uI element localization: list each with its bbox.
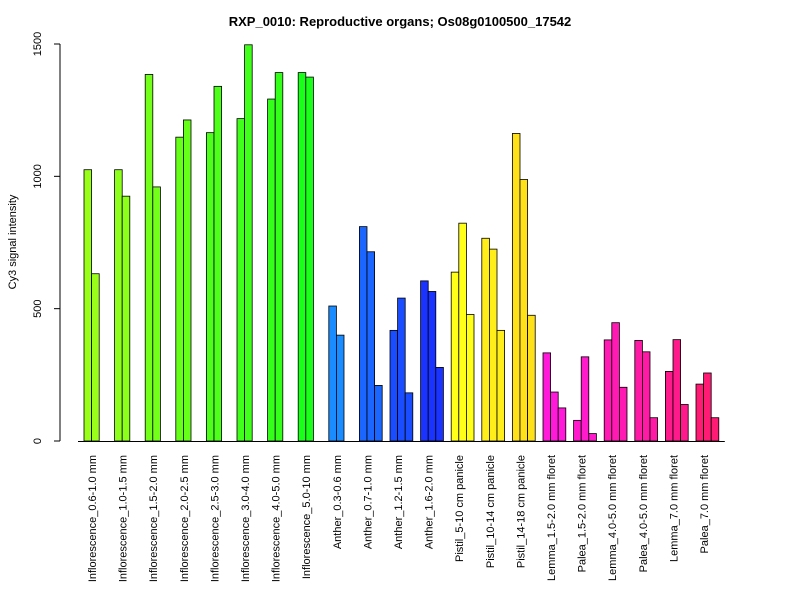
bar — [267, 98, 276, 442]
category-label: Inflorescence_3.0-4.0 mm — [240, 455, 252, 582]
category-label: Inflorescence_1.0-1.5 mm — [118, 455, 130, 582]
category-label: Anther_1.6-2.0 mm — [424, 455, 436, 549]
category-labels: Inflorescence_0.6-1.0 mm Inflorescence_1.… — [87, 455, 711, 582]
bar — [488, 248, 498, 442]
bar — [519, 179, 528, 442]
category-label: Anther_0.3-0.6 mm — [332, 455, 344, 549]
category-label: Inflorescence_0.6-1.0 mm — [87, 455, 99, 582]
category-label: Lemma_1.5-2.0 mm floret — [546, 455, 558, 581]
y-tick-label: 1500 — [32, 32, 44, 56]
bar — [274, 72, 284, 442]
bar — [527, 314, 536, 442]
bar — [213, 85, 222, 442]
y-tick-label: 1000 — [32, 164, 44, 188]
bar — [672, 339, 681, 442]
bar — [182, 119, 192, 442]
bar — [114, 169, 123, 442]
bar — [335, 334, 345, 442]
bar — [458, 222, 467, 442]
bar — [634, 340, 643, 442]
category-label: Inflorescence_2.0-2.5 mm — [179, 455, 191, 582]
bar — [397, 297, 406, 442]
bar — [297, 72, 307, 442]
bars — [83, 44, 720, 442]
bar — [404, 392, 414, 442]
bar — [619, 386, 628, 442]
bar — [450, 271, 460, 442]
bar — [91, 273, 100, 442]
category-label: Inflorescence_2.5-3.0 mm — [209, 455, 221, 582]
bar — [588, 433, 597, 442]
bar — [175, 136, 184, 442]
bar — [703, 372, 712, 442]
bar — [420, 280, 429, 442]
category-label: Pistil_10-14 cm panicle — [485, 455, 497, 568]
bar — [389, 329, 398, 442]
bar — [580, 356, 590, 442]
y-tick-label: 0 — [32, 438, 44, 444]
bar — [611, 322, 620, 442]
bar — [83, 169, 92, 442]
bar — [481, 237, 490, 442]
bar — [374, 385, 383, 442]
y-axis: 0 500 1000 1500 — [32, 32, 61, 444]
bar — [550, 391, 559, 442]
bar — [435, 367, 444, 442]
bar — [152, 186, 161, 442]
category-label: Anther_0.7-1.0 mm — [362, 455, 374, 549]
bar — [710, 417, 720, 442]
bar — [695, 383, 704, 442]
category-label: Inflorescence_1.5-2.0 mm — [148, 455, 160, 582]
bar — [665, 370, 674, 442]
bar — [649, 417, 658, 442]
category-label: Pistil_14-18 cm panicle — [515, 455, 527, 568]
bar — [512, 133, 521, 442]
bar — [573, 419, 582, 442]
bar — [244, 44, 253, 442]
bar — [366, 251, 375, 442]
category-label: Palea_4.0-5.0 mm floret — [638, 455, 650, 572]
bar — [236, 118, 245, 442]
bar — [542, 352, 551, 442]
bar — [557, 407, 567, 442]
category-label: Lemma_7.0 mm floret — [668, 455, 680, 562]
y-tick-label: 500 — [32, 299, 44, 317]
category-label: Inflorescence_5.0-10 mm — [301, 455, 313, 579]
category-label: Lemma_4.0-5.0 mm floret — [607, 455, 619, 581]
bar — [205, 132, 215, 442]
y-axis-label: Cy3 signal intensity — [7, 194, 19, 289]
bar — [328, 305, 337, 442]
bar — [144, 74, 154, 442]
bar — [427, 291, 437, 442]
category-label: Pistil_5-10 cm panicle — [454, 455, 466, 562]
chart-title: RXP_0010: Reproductive organs; Os08g0100… — [229, 14, 572, 29]
bar — [465, 314, 475, 442]
bar — [121, 195, 131, 442]
category-label: Inflorescence_4.0-5.0 mm — [271, 455, 283, 582]
bar — [680, 404, 689, 442]
bar — [603, 339, 613, 442]
category-label: Anther_1.2-1.5 mm — [393, 455, 405, 549]
bar — [642, 351, 651, 442]
bar — [305, 76, 314, 442]
category-label: Palea_7.0 mm floret — [699, 455, 711, 553]
category-label: Palea_1.5-2.0 mm floret — [577, 455, 589, 572]
bar — [496, 329, 505, 442]
bar — [358, 226, 368, 442]
